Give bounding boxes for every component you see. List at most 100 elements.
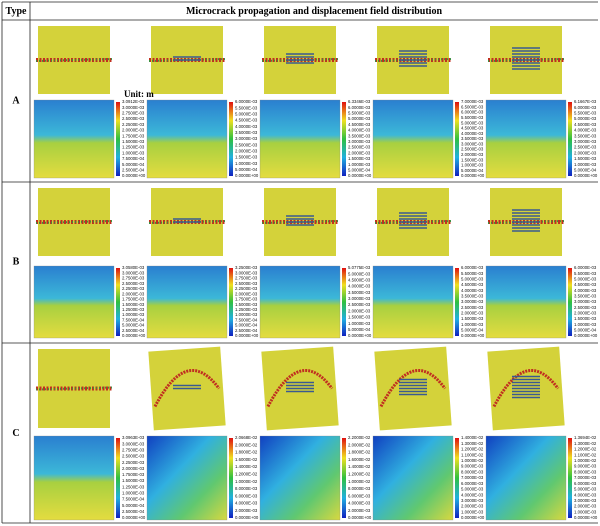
field-image (33, 265, 115, 339)
crack-band (148, 58, 226, 62)
colorbar-label: 3.0580E-03 (122, 265, 145, 270)
colorbar-label: 3.0000E-03 (461, 498, 484, 503)
crack-image (487, 346, 565, 431)
colorbar (229, 102, 233, 176)
colorbar-label: 2.5000E-03 (122, 281, 145, 286)
crack-band (266, 369, 334, 408)
colorbar-label: 5.0000E-03 (461, 487, 484, 492)
crack-band (35, 58, 113, 62)
colorbar-label: 5.0775E-03 (348, 265, 371, 270)
colorbar-label: 3.0000E-03 (122, 270, 145, 275)
colorbar-label: 2.0668E-02 (235, 435, 258, 440)
colorbar-label: 1.0000E-02 (348, 479, 371, 484)
colorbar-label: 5.0000E-03 (348, 116, 371, 121)
colorbar-label: 0.0000E+00 (235, 173, 259, 178)
colorbar-label: 5.0000E-03 (574, 276, 597, 281)
colorbar-label: 3.5000E-03 (348, 133, 371, 138)
colorbar-label: 1.5000E-03 (348, 156, 371, 161)
colorbar-label: 1.5000E-03 (122, 139, 145, 144)
colorbar-label: 1.0000E-03 (122, 312, 145, 317)
colorbar (455, 438, 459, 518)
colorbar-label: 6.0000E-03 (574, 105, 597, 110)
colorbar-label: 6.0000E-03 (461, 481, 484, 486)
field-image (33, 435, 115, 521)
colorbar-label: 1.0000E-03 (348, 321, 371, 326)
colorbar-label: 4.0000E-03 (235, 501, 258, 506)
colorbar-label: 5.0000E-03 (574, 487, 597, 492)
colorbar-label: 5.5000E-03 (348, 111, 371, 116)
colorbar-label: 8.0000E-03 (235, 486, 258, 491)
colorbar-label: 1.8000E-02 (235, 450, 258, 455)
field-image (259, 265, 341, 339)
colorbar-label: 1.0000E-03 (574, 322, 597, 327)
colorbar-label: 3.0000E-03 (235, 136, 258, 141)
colorbar-label: 0.0000E+00 (348, 515, 372, 520)
colorbar-label: 1.2500E-03 (122, 307, 145, 312)
colorbar-label: 5.5000E-03 (574, 271, 597, 276)
crack-image (35, 188, 113, 256)
colorbar-label: 2.5000E-04 (122, 167, 145, 172)
colorbar-label: 1.0000E-03 (461, 163, 484, 168)
colorbar-label: 4.0000E-03 (461, 492, 484, 497)
colorbar-label: 3.0000E-03 (461, 299, 484, 304)
colorbar-label: 4.0000E-03 (574, 128, 597, 133)
colorbar-label: 8.0000E-03 (574, 469, 597, 474)
colorbar-label: 0.0000E+00 (574, 515, 598, 520)
colorbar (342, 102, 346, 176)
colorbar-label: 2.0000E-03 (348, 150, 371, 155)
colorbar-label: 2.5000E-03 (574, 145, 597, 150)
colorbar-label: 8.0000E-03 (461, 469, 484, 474)
colorbar-label: 3.2500E-03 (235, 265, 258, 270)
colorbar-label: 2.0000E-03 (461, 152, 484, 157)
colorbar-label: 9.0000E-03 (461, 464, 484, 469)
colorbar-label: 6.1667E-03 (574, 99, 597, 104)
colorbar-label: 0.0000E+00 (348, 333, 372, 338)
colorbar-label: 2.7500E-03 (122, 276, 145, 281)
colorbar-label: 3.0963E-03 (122, 435, 145, 440)
colorbar-label: 4.5000E-03 (461, 282, 484, 287)
colorbar-label: 1.7500E-03 (122, 297, 145, 302)
crack-image (487, 188, 565, 256)
colorbar-label: 2.0000E-03 (574, 310, 597, 315)
colorbar-label: 1.4000E-02 (235, 464, 258, 469)
colorbar-label: 5.0000E-04 (122, 162, 145, 167)
colorbar-label: 0.0000E+00 (574, 173, 598, 178)
colorbar-label: 3.0000E-03 (122, 441, 145, 446)
colorbar-label: 5.0000E-04 (461, 327, 484, 332)
row-label: B (13, 256, 20, 267)
crack-band (153, 369, 221, 408)
colorbar-label: 4.5000E-03 (348, 122, 371, 127)
colorbar-label: 1.0000E-03 (574, 162, 597, 167)
colorbar-label: 1.0000E-02 (235, 479, 258, 484)
colorbar-label: 1.1000E-02 (461, 452, 484, 457)
colorbar-label: 0.0000E+00 (235, 515, 259, 520)
colorbar-label: 4.0000E-03 (348, 501, 371, 506)
colorbar-label: 7.5000E-04 (122, 497, 145, 502)
colorbar-label: 3.5000E-03 (348, 290, 371, 295)
crack-image (374, 26, 452, 94)
colorbar-label: 0.0000E+00 (461, 173, 485, 178)
colorbar-label: 0.0000E+00 (122, 515, 146, 520)
colorbar-label: 6.0000E-03 (574, 481, 597, 486)
colorbar-label: 7.5000E-04 (235, 317, 258, 322)
colorbar-label: 2.5000E-04 (122, 509, 145, 514)
colorbar-label: 4.0000E-03 (461, 288, 484, 293)
colorbar-label: 6.5000E-03 (461, 104, 484, 109)
colorbar-label: 2.0000E-03 (122, 466, 145, 471)
crack-band (379, 369, 447, 408)
colorbar-label: 3.0000E-03 (574, 299, 597, 304)
colorbar-label: 1.5000E-03 (574, 316, 597, 321)
colorbar-label: 7.0000E-03 (461, 99, 484, 104)
colorbar-label: 1.2000E-02 (348, 472, 371, 477)
colorbar-label: 3.0000E-03 (235, 270, 258, 275)
colorbar-label: 1.2500E-03 (235, 307, 258, 312)
colorbar (229, 438, 233, 518)
colorbar-label: 2.0000E-02 (348, 442, 371, 447)
colorbar-label: 2.0000E-02 (235, 442, 258, 447)
colorbar-label: 5.0000E-03 (235, 111, 258, 116)
field-image (485, 435, 567, 521)
colorbar-label: 3.0000E-03 (574, 139, 597, 144)
crack-image (148, 346, 226, 431)
crack-band (148, 220, 226, 224)
colorbar-label: 1.0000E-02 (574, 458, 597, 463)
